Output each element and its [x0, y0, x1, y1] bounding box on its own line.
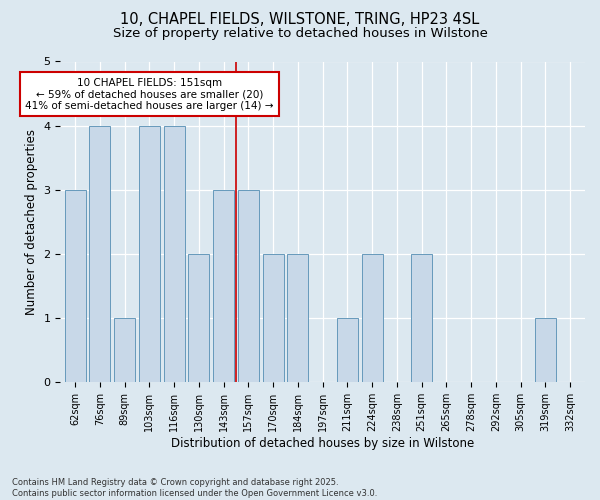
Bar [164, 126, 185, 382]
Bar [263, 254, 284, 382]
Text: Size of property relative to detached houses in Wilstone: Size of property relative to detached ho… [113, 28, 487, 40]
Bar [89, 126, 110, 382]
Text: 10 CHAPEL FIELDS: 151sqm
← 59% of detached houses are smaller (20)
41% of semi-d: 10 CHAPEL FIELDS: 151sqm ← 59% of detach… [25, 78, 274, 110]
Bar [114, 318, 135, 382]
Bar [287, 254, 308, 382]
Bar [213, 190, 234, 382]
Bar [139, 126, 160, 382]
Bar [65, 190, 86, 382]
Bar [188, 254, 209, 382]
Bar [362, 254, 383, 382]
Text: Contains HM Land Registry data © Crown copyright and database right 2025.
Contai: Contains HM Land Registry data © Crown c… [12, 478, 377, 498]
Bar [411, 254, 432, 382]
X-axis label: Distribution of detached houses by size in Wilstone: Distribution of detached houses by size … [171, 437, 474, 450]
Bar [238, 190, 259, 382]
Y-axis label: Number of detached properties: Number of detached properties [25, 129, 38, 315]
Bar [337, 318, 358, 382]
Text: 10, CHAPEL FIELDS, WILSTONE, TRING, HP23 4SL: 10, CHAPEL FIELDS, WILSTONE, TRING, HP23… [121, 12, 479, 28]
Bar [535, 318, 556, 382]
